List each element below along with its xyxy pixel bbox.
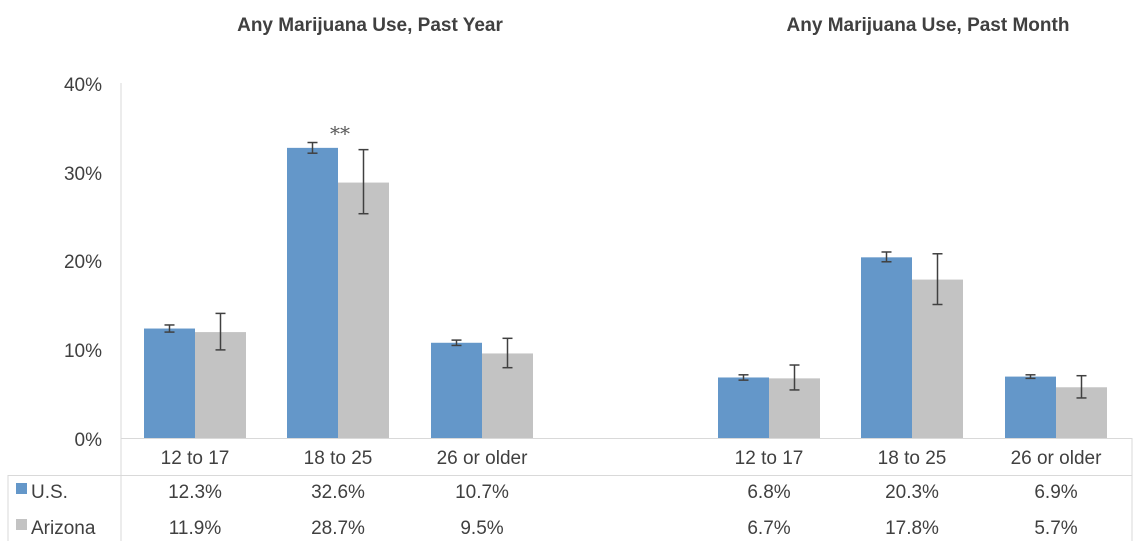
x-tick-label-past-year-18-to-25: 18 to 25 [304,448,373,469]
bar-past-year-u-s-18-to-25 [287,147,338,439]
table-value-past-month-u-s-18-to-25: 20.3% [885,482,939,503]
x-tick-label-past-month-18-to-25: 18 to 25 [878,448,947,469]
error-bar-past-year-arizona-26-or-older [502,337,513,369]
chart-title-past-month: Any Marijuana Use, Past Month [787,15,1070,36]
error-bar-past-year-u-s-26-or-older [451,339,462,347]
legend-key-us [16,483,27,494]
x-tick-label-past-month-12-to-17: 12 to 17 [735,448,804,469]
error-bar-past-month-arizona-18-to-25 [932,253,943,306]
table-value-past-month-arizona-18-to-25: 17.8% [885,518,939,539]
legend-label-arizona: Arizona [31,518,96,539]
table-value-past-year-u-s-12-to-17: 12.3% [168,482,222,503]
error-bar-past-month-u-s-26-or-older [1025,374,1036,380]
legend-key-arizona [16,519,27,530]
error-bar-past-month-arizona-26-or-older [1076,374,1087,399]
error-bar-past-year-u-s-12-to-17 [164,324,175,333]
x-tick-label-past-year-12-to-17: 12 to 17 [161,448,230,469]
x-tick-label-past-year-26-or-older: 26 or older [437,448,529,469]
error-bar-past-year-arizona-12-to-17 [215,312,226,351]
table-value-past-year-u-s-18-to-25: 32.6% [311,482,365,503]
error-bar-past-year-arizona-18-to-25 [358,148,369,215]
table-value-past-month-u-s-12-to-17: 6.8% [747,482,790,503]
table-value-past-year-arizona-12-to-17: 11.9% [169,518,222,539]
legend-label-us: U.S. [31,482,68,503]
chart-title-past-year: Any Marijuana Use, Past Year [237,15,503,36]
error-bar-past-month-u-s-12-to-17 [738,374,749,381]
table-value-past-year-arizona-18-to-25: 28.7% [311,518,365,539]
table-value-past-month-arizona-12-to-17: 6.7% [747,518,790,539]
bar-past-month-arizona-18-to-25 [912,279,963,438]
error-bar-past-month-u-s-18-to-25 [881,251,892,263]
y-tick-label-20: 20% [64,252,102,273]
bar-past-month-u-s-26-or-older [1005,376,1056,438]
table-value-past-year-arizona-26-or-older: 9.5% [460,518,503,539]
y-tick-label-10: 10% [64,341,102,362]
table-value-past-month-u-s-26-or-older: 6.9% [1034,482,1077,503]
bar-past-month-u-s-18-to-25 [861,257,912,438]
y-tick-label-30: 30% [64,164,102,185]
x-tick-label-past-month-26-or-older: 26 or older [1011,448,1103,469]
bar-past-month-u-s-12-to-17 [718,377,769,438]
significance-marker-past-year-18-to-25: ** [330,122,350,146]
bar-past-year-u-s-26-or-older [431,342,482,438]
bar-past-year-u-s-12-to-17 [144,328,195,438]
error-bar-past-month-arizona-12-to-17 [789,364,800,391]
y-tick-label-0: 0% [75,430,103,451]
bar-past-year-arizona-18-to-25 [338,182,389,438]
table-value-past-month-arizona-26-or-older: 5.7% [1034,518,1077,539]
table-value-past-year-u-s-26-or-older: 10.7% [455,482,509,503]
y-tick-label-40: 40% [64,75,102,96]
error-bar-past-year-u-s-18-to-25 [307,141,318,154]
